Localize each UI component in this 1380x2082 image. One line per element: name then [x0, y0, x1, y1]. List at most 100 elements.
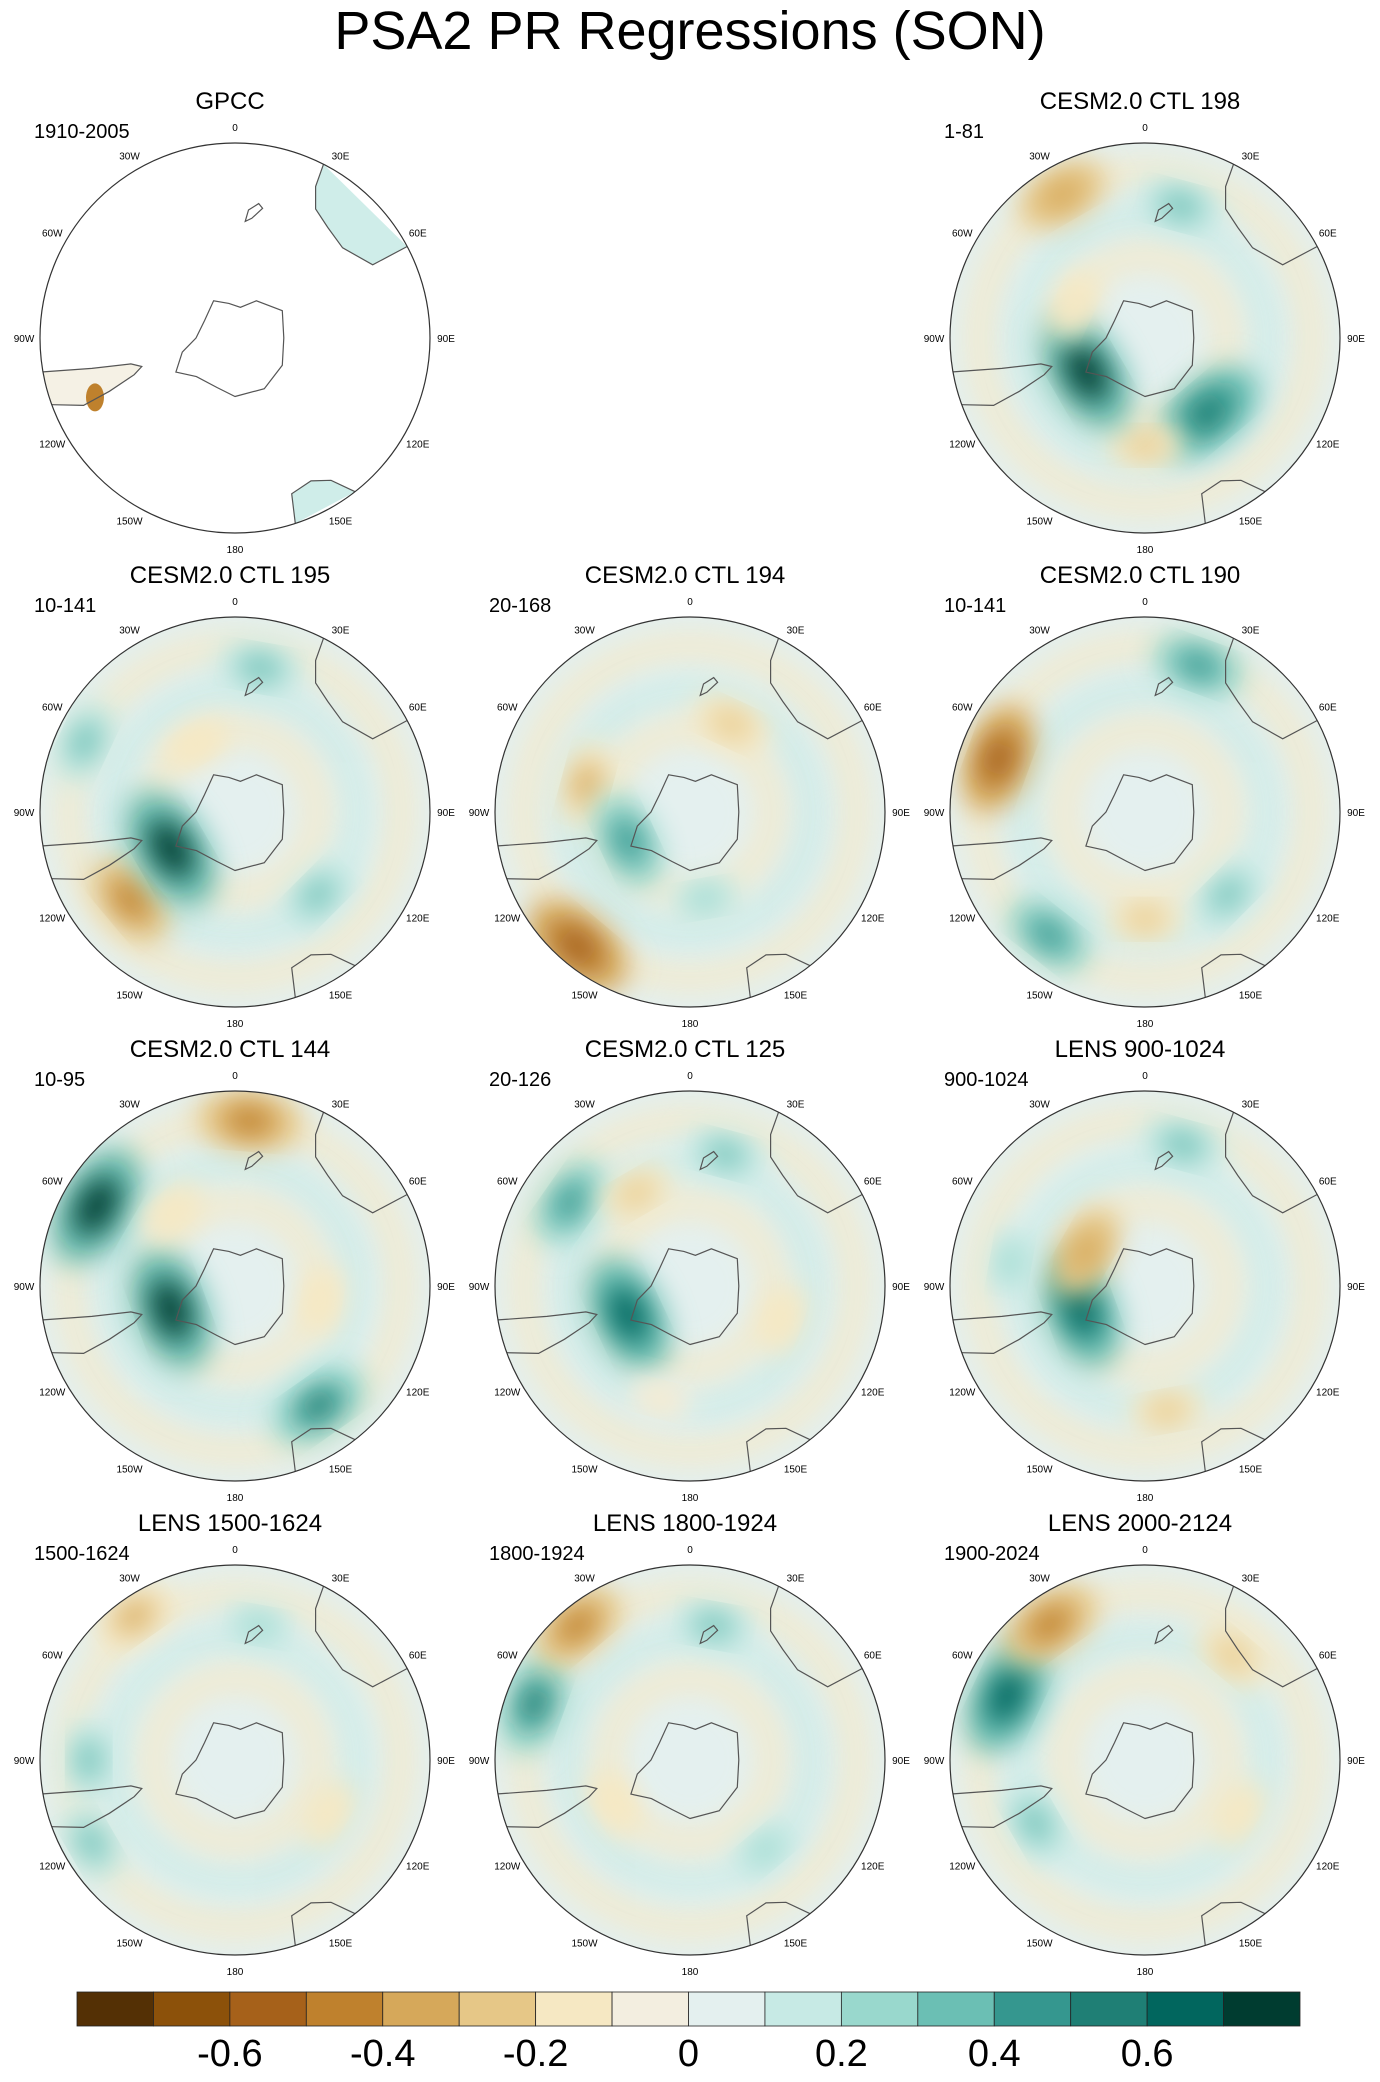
map-panel: 0 30E 60E 90E 120E 150E 180 150W 120W 90W 60W 30W CE…	[924, 88, 1366, 556]
anomaly-core	[770, 1301, 794, 1337]
anomaly-band	[594, 1664, 786, 1856]
longitude-label: 0	[1142, 1545, 1148, 1556]
map-panel: 0 30E 60E 90E 120E 150E 180 150W 120W 90W 60W 30W CE…	[14, 1036, 456, 1504]
land-anomaly-core	[85, 383, 104, 412]
longitude-label: 120E	[861, 1862, 885, 1873]
longitude-label: 120W	[494, 914, 521, 925]
longitude-label: 120E	[406, 1388, 430, 1399]
longitude-label: 60E	[1319, 1651, 1337, 1662]
longitude-label: 30W	[119, 151, 140, 162]
coastline	[952, 1785, 1053, 1829]
longitude-label: 0	[687, 597, 693, 608]
map-boundary	[39, 616, 431, 1008]
map-boundary	[39, 142, 431, 534]
longitude-label: 150E	[329, 517, 353, 528]
anomaly-band	[510, 632, 870, 992]
longitude-label: 60W	[952, 1651, 973, 1662]
map-background-field	[950, 143, 1340, 533]
coastline	[952, 363, 1053, 407]
panel-period: 900-1024	[944, 1069, 1029, 1091]
longitude-label: 120E	[861, 1388, 885, 1399]
coastline	[630, 1722, 740, 1820]
longitude-label: 90E	[892, 1756, 910, 1767]
longitude-label: 60W	[42, 1651, 63, 1662]
anomaly-core	[711, 709, 751, 738]
longitude-label: 90W	[924, 334, 945, 345]
longitude-label: 60W	[42, 1177, 63, 1188]
anomaly-core	[76, 1823, 107, 1863]
polar-map: 0 30E 60E 90E 120E 150E 180 150W 120W 90W 60W 30W	[469, 1071, 911, 1504]
anomaly-core	[76, 1739, 101, 1781]
panel-period: 10-141	[944, 595, 1007, 617]
longitude-label: 90E	[437, 1282, 455, 1293]
longitude-label: 60W	[497, 1651, 518, 1662]
map-background-field	[40, 143, 430, 533]
longitude-label: 120W	[39, 440, 66, 451]
map-boundary	[494, 616, 886, 1008]
anomaly-core	[555, 1605, 599, 1646]
longitude-label: 30E	[332, 1099, 350, 1110]
longitude-label: 90E	[437, 334, 455, 345]
longitude-label: 60E	[409, 229, 427, 240]
anomaly-core	[1160, 1131, 1205, 1159]
anomaly-band	[965, 1580, 1325, 1940]
longitude-label: 30W	[119, 625, 140, 636]
longitude-label: 120E	[1316, 1388, 1340, 1399]
colorbar-tick-label: -0.6	[197, 2033, 263, 2075]
map-boundary	[494, 1090, 886, 1482]
longitude-label: 120W	[494, 1388, 521, 1399]
anomaly-core	[238, 654, 283, 682]
longitude-label: 150W	[116, 1939, 143, 1950]
panel-period: 20-126	[489, 1069, 552, 1091]
longitude-label: 90E	[1347, 1282, 1365, 1293]
longitude-label: 150E	[1239, 1465, 1263, 1476]
coastline	[315, 1586, 408, 1688]
map-panel: 0 30E 60E 90E 120E 150E 180 150W 120W 90W 60W 30W CE…	[14, 562, 456, 1030]
longitude-label: 90W	[14, 808, 35, 819]
longitude-label: 150W	[116, 1465, 143, 1476]
longitude-label: 30W	[1029, 1573, 1050, 1584]
anomaly-band	[965, 1106, 1325, 1466]
coastline	[244, 1624, 264, 1645]
longitude-label: 150W	[571, 1939, 598, 1950]
colorbar-swatch	[917, 1991, 995, 2027]
longitude-label: 30W	[574, 1573, 595, 1584]
longitude-label: 60W	[497, 1177, 518, 1188]
anomaly-band	[100, 1151, 370, 1421]
longitude-label: 30W	[1029, 625, 1050, 636]
longitude-label: 90E	[1347, 1756, 1365, 1767]
longitude-label: 150W	[1026, 517, 1053, 528]
panel-period: 10-141	[34, 595, 97, 617]
longitude-label: 150E	[784, 1939, 808, 1950]
colorbar-swatch	[764, 1991, 842, 2027]
colorbar-swatch	[688, 1991, 766, 2027]
polar-map: 0 30E 60E 90E 120E 150E 180 150W 120W 90W 60W 30W	[924, 597, 1366, 1030]
longitude-label: 120E	[406, 1862, 430, 1873]
coastline	[497, 837, 598, 881]
colorbar-swatches	[76, 1991, 1301, 2027]
colorbar-tick-label: 0.4	[967, 2033, 1021, 2075]
longitude-label: 30E	[332, 151, 350, 162]
colorbar-swatch	[535, 1991, 613, 2027]
longitude-label: 180	[1137, 545, 1154, 556]
anomaly-core	[999, 1244, 1022, 1281]
longitude-label: 120W	[949, 440, 976, 451]
coastline	[42, 363, 143, 407]
coastline	[699, 676, 719, 697]
colorbar-swatch	[382, 1991, 460, 2027]
longitude-label: 90E	[437, 1756, 455, 1767]
colorbar-swatch	[153, 1991, 231, 2027]
longitude-label: 30E	[1242, 1099, 1260, 1110]
longitude-label: 120E	[1316, 1862, 1340, 1873]
coastline	[175, 774, 285, 872]
coastline	[244, 676, 264, 697]
anomaly-band	[1010, 1625, 1280, 1895]
coastline	[630, 1248, 740, 1346]
coastline	[1201, 953, 1266, 998]
coastline	[1085, 300, 1195, 398]
anomaly-core	[1182, 389, 1233, 436]
longitude-label: 180	[682, 1493, 699, 1504]
map-panel: 0 30E 60E 90E 120E 150E 180 150W 120W 90W 60W 30W LE…	[469, 1510, 911, 1978]
anomaly-band	[139, 1664, 331, 1856]
longitude-label: 30E	[332, 625, 350, 636]
